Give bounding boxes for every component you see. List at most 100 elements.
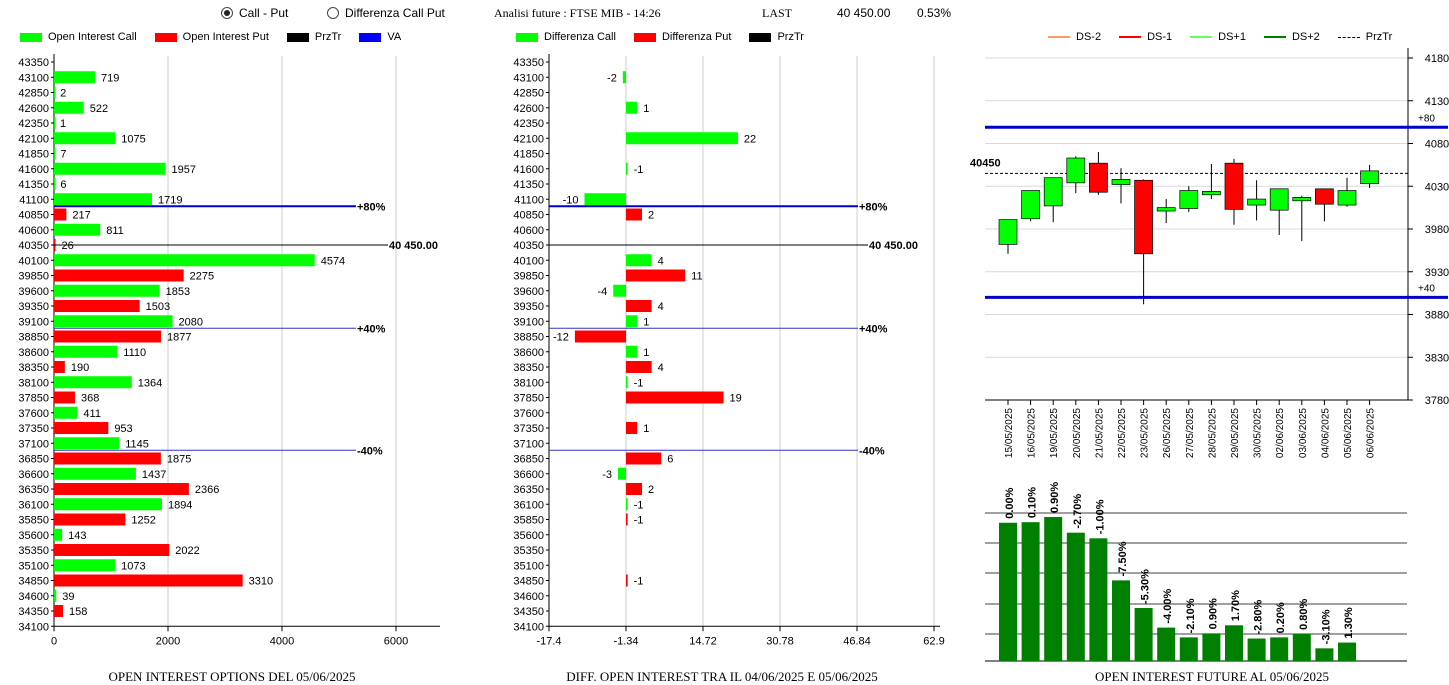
candle-body [1111,179,1131,185]
last-pct: 0.53% [917,6,952,20]
strike-label: 36350 [18,484,49,496]
bar-value-label: 2080 [179,316,203,328]
open-interest-options-chart: 0 2000 4000 6000 43350 43100 42850 42600 42350 42… [18,54,440,684]
strike-label: 35100 [513,560,544,572]
radio-differenza[interactable]: Differenza Call Put [327,6,445,20]
bar [54,559,116,572]
strike-label: 43350 [18,57,49,69]
date-label: 19/05/2025 [1049,408,1060,458]
bar [54,284,160,297]
bar-value-label: -10 [563,194,579,206]
bar [54,437,120,450]
bar-value-label: 4 [658,362,664,374]
legend-item: PrzTr [749,31,804,43]
strike-label: 41100 [19,194,49,206]
future-oi-bar [1202,633,1221,661]
strike-label: 41600 [18,164,49,176]
bar [54,376,132,389]
bar-value-label: 1110 [123,347,146,359]
bar [54,208,67,221]
strike-label: 37100 [18,438,49,450]
strike-label: 37850 [18,393,49,405]
bar-value-label: -1 [634,576,644,588]
candle-body [1224,162,1244,210]
bar-value-label: 1 [643,103,649,115]
strike-label: 43100 [18,72,49,84]
legend-swatch [20,32,42,42]
future-oi-bar [1021,522,1040,661]
bar [622,71,626,84]
bar-value-label: -2 [607,72,617,84]
future-oi-bar [1270,637,1289,661]
bar-value-label: -1 [634,499,644,511]
date-label: 15/05/2025 [1004,408,1015,458]
bar-value-label: 1503 [146,301,170,313]
radio-call-put-label: Call - Put [239,6,289,20]
future-oi-label: -2.70% [1072,494,1084,529]
bar [54,71,95,84]
bar [54,483,189,495]
strike-label: 38850 [513,332,544,344]
legend-swatch [1337,36,1360,38]
bar [626,254,652,267]
radio-call-put[interactable]: Call - Put [221,6,288,20]
strike-label: 38100 [513,377,544,389]
chart-title: OPEN INTEREST OPTIONS DEL 05/06/2025 [109,669,356,684]
radio-unselected-icon[interactable] [327,7,339,19]
future-oi-label: -7.50% [1117,541,1129,576]
bar [54,361,65,373]
candle-body [1247,198,1266,206]
reference-label: +40% [859,323,888,335]
bar-value-label: 1719 [158,194,182,206]
strike-label: 43100 [513,72,544,84]
bar-value-label: 522 [90,103,108,115]
future-oi-bar [1315,648,1334,661]
bar-value-label: -1 [634,377,644,389]
legend-item: Open Interest Put [154,31,269,43]
bar-value-label: 1875 [167,454,191,466]
bar-value-label: 1073 [121,560,145,572]
strike-label: 36100 [18,499,49,511]
strike-label: 42350 [18,118,49,130]
bar-value-label: 39 [62,591,74,603]
chart-title: DIFF. OPEN INTEREST TRA IL 04/06/2025 E … [566,669,877,684]
strike-label: 36850 [513,454,544,466]
future-oi-label: 0.90% [1207,598,1219,629]
top-bar: Call - Put Differenza Call Put Analisi f… [0,0,1449,30]
legend-label: DS+1 [1218,31,1246,43]
strike-label: 40350 [513,240,544,252]
candle-body [1360,170,1379,185]
bar-value-label: -12 [553,332,569,344]
strike-label: 39100 [18,316,49,328]
bar [626,513,628,526]
date-label: 27/05/2025 [1185,408,1196,458]
bar-value-label: 217 [72,210,90,222]
bar-value-label: 1 [60,118,66,130]
future-oi-label: 0.80% [1298,599,1310,630]
strike-label: 40100 [513,255,544,267]
date-label: 22/05/2025 [1117,408,1128,458]
bar-value-label: 1894 [168,499,192,511]
legend-label: PrzTr [777,31,804,43]
legend-swatch [286,32,309,42]
bar [54,391,75,404]
bar-value-label: 1437 [142,469,166,481]
bar [54,589,57,602]
strike-label: 42100 [513,133,544,145]
strike-label: 34350 [18,606,49,618]
bar-value-label: 2 [648,210,654,222]
bar-value-label: 811 [106,225,124,237]
candle-body [1134,179,1153,255]
strike-label: 39350 [513,301,544,313]
legend-item: PrzTr [286,31,341,43]
bar-value-label: 7 [60,149,66,161]
analisi-title: Analisi future : FTSE MIB - 14:26 [494,6,661,20]
strike-label: 39850 [513,271,544,283]
y-tick-label: 40800 [1425,139,1449,151]
legend-item: DS+1 [1190,31,1246,43]
radio-selected-icon[interactable] [221,7,233,19]
strike-label: 36350 [513,484,544,496]
bar [54,300,140,312]
x-tick-label: 30.78 [766,635,794,647]
reference-label: 40 450.00 [869,240,918,252]
